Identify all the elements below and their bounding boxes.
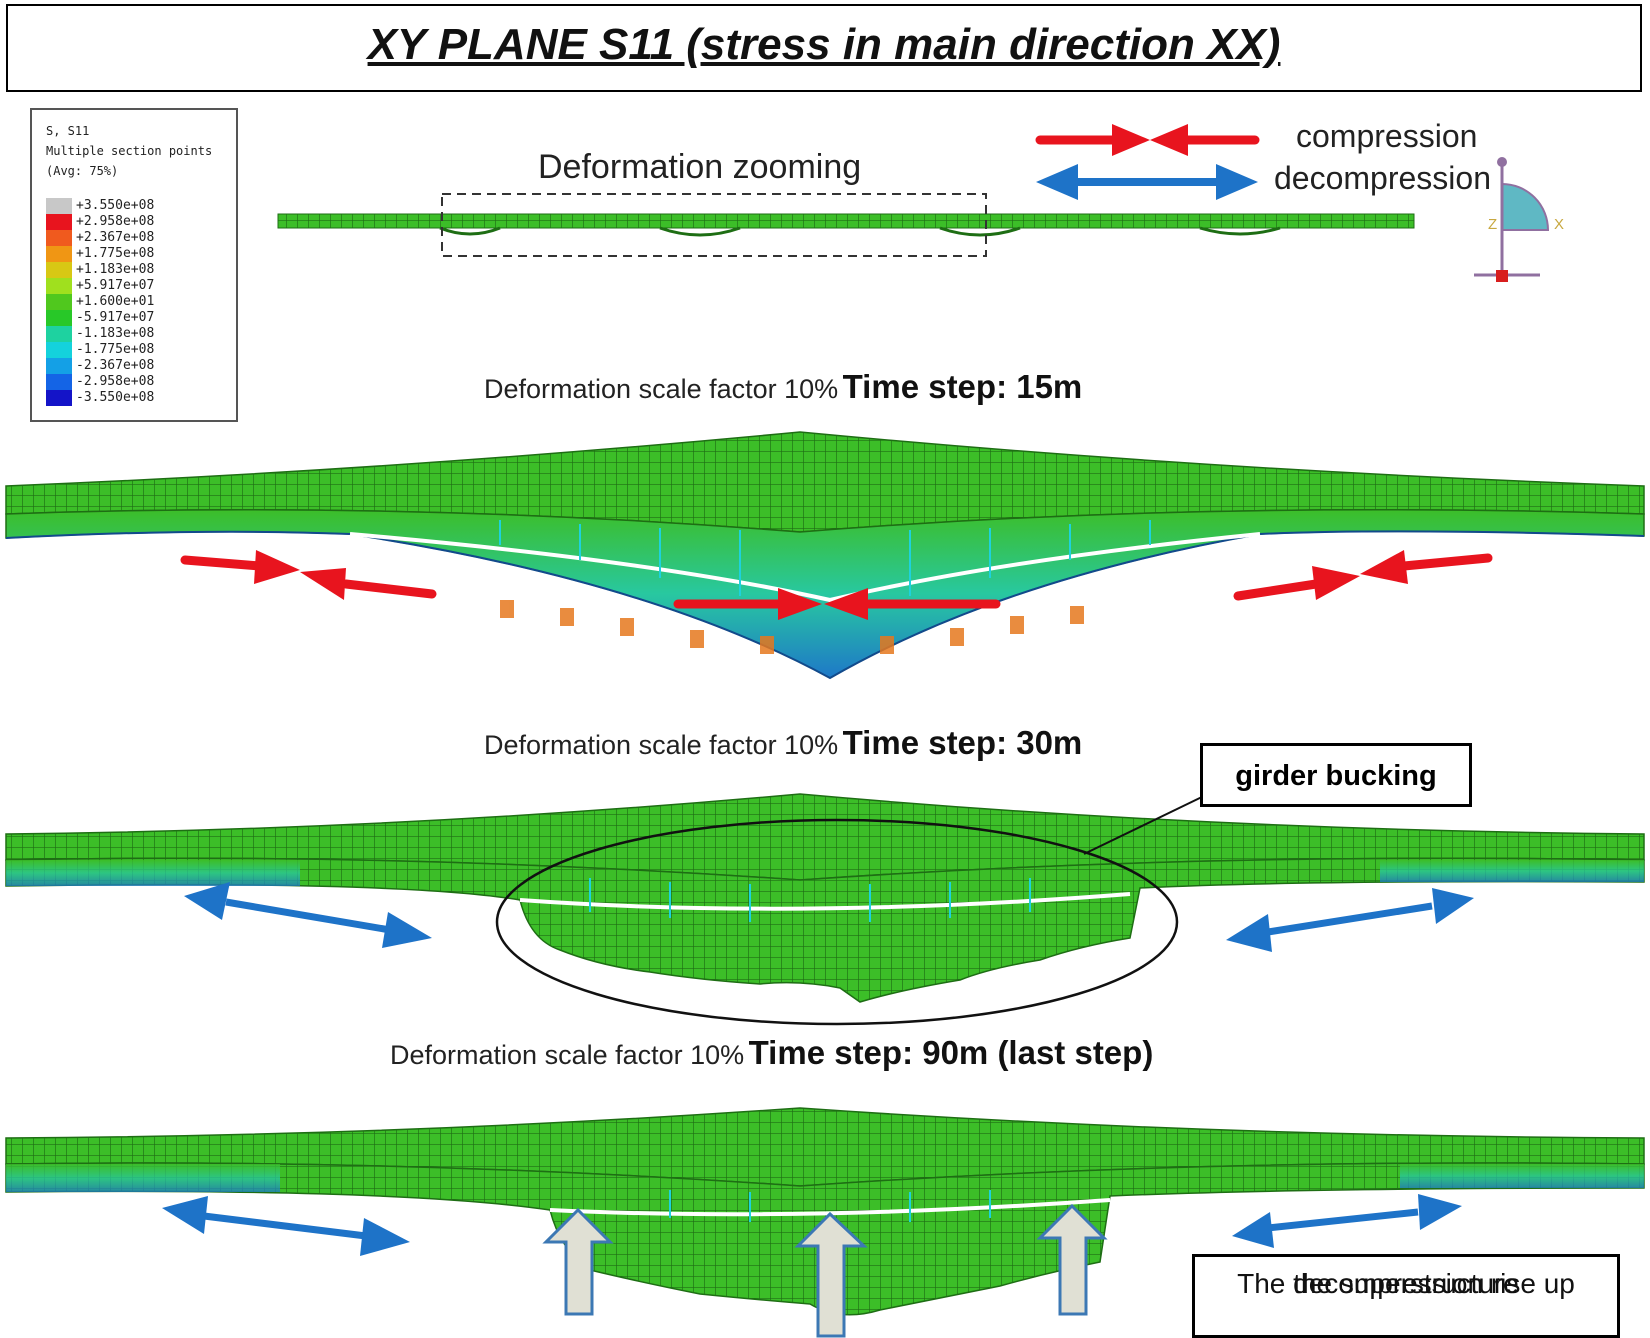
- legend-value: -5.917e+07: [76, 310, 155, 325]
- decompression-key-arrow: [1036, 164, 1258, 200]
- legend-swatch: [46, 294, 72, 310]
- rise-up-arrow: [794, 1211, 868, 1338]
- rise-up-arrow: [542, 1207, 614, 1316]
- legend-value: -3.550e+08: [76, 390, 155, 405]
- hanger-lines: [589, 878, 1031, 922]
- axis-z-label: Z: [1488, 216, 1498, 233]
- title-box: XY PLANE S11 (stress in main direction X…: [6, 4, 1642, 92]
- scale-factor-text: Deformation scale factor 10%: [390, 1040, 745, 1070]
- legend-swatch: [46, 262, 72, 278]
- compression-key-arrow: [1035, 124, 1260, 156]
- stress-hotspots: [500, 600, 1084, 654]
- decompression-arrows: [162, 1194, 1462, 1256]
- rise-callout-line2: the superstructure: [1293, 1268, 1519, 1299]
- legend-swatch: [46, 246, 72, 262]
- legend-swatch: [46, 326, 72, 342]
- girder-mesh: [5, 857, 1645, 1003]
- legend-value: +5.917e+07: [76, 278, 155, 293]
- legend-swatch: [46, 214, 72, 230]
- decompression-label: decompression: [1274, 160, 1491, 196]
- legend-value: +2.367e+08: [76, 230, 155, 245]
- girder-callout-text: girder bucking: [1235, 760, 1437, 792]
- legend-value: +3.550e+08: [76, 198, 155, 213]
- hanger-lines: [669, 1190, 991, 1222]
- legend-averaging: (Avg: 75%): [46, 164, 119, 178]
- decompression-arrows: [184, 882, 1474, 952]
- hanger-lines: [499, 520, 1151, 596]
- axis-x-label: X: [1554, 216, 1565, 233]
- page-title: XY PLANE S11 (stress in main direction X…: [367, 20, 1281, 69]
- compression-arrows: [180, 550, 1493, 620]
- scale-factor-text: Deformation scale factor 10%: [484, 730, 839, 760]
- legend-variable: S, S11: [46, 124, 90, 138]
- legend-swatch: [46, 342, 72, 358]
- step-caption-30m: Deformation scale factor 10% Time step: …: [484, 724, 1082, 762]
- time-step-text: Time step: 30m: [842, 724, 1083, 761]
- legend-value: -2.958e+08: [76, 374, 155, 389]
- legend-value: -1.183e+08: [76, 326, 155, 341]
- legend-value: +1.183e+08: [76, 262, 155, 277]
- legend-swatch: [46, 358, 72, 374]
- step-caption-15m: Deformation scale factor 10% Time step: …: [484, 368, 1082, 406]
- rise-arrows: [542, 1203, 1108, 1338]
- legend-swatch: [46, 310, 72, 326]
- legend-swatch: [46, 278, 72, 294]
- rise-callout: The decompression rise up the superstruc…: [1192, 1254, 1620, 1338]
- time-step-text: Time step: 90m (last step): [748, 1034, 1154, 1071]
- legend-color-bar: [46, 198, 72, 406]
- legend-swatch: [46, 230, 72, 246]
- compression-label: compression: [1296, 118, 1478, 154]
- girder-callout: girder bucking: [1200, 743, 1472, 807]
- buckling-ellipse: [495, 818, 1179, 1026]
- time-step-text: Time step: 15m: [842, 368, 1083, 405]
- panel-30m: [5, 793, 1645, 1026]
- rise-up-arrow: [1036, 1203, 1108, 1316]
- legend-value: +2.958e+08: [76, 214, 155, 229]
- girder-mesh: [5, 508, 1645, 679]
- legend-value: +1.600e+01: [76, 294, 155, 309]
- zoom-box: [441, 193, 987, 257]
- legend-swatch: [46, 198, 72, 214]
- legend-value: -2.367e+08: [76, 358, 155, 373]
- callout-leader: [1083, 794, 1207, 855]
- stress-legend: S, S11 Multiple section points (Avg: 75%…: [30, 108, 238, 422]
- rise-callout-line1: The decompression rise up: [1237, 1268, 1575, 1299]
- panel-90m: [5, 1107, 1645, 1338]
- zoom-label: Deformation zooming: [538, 148, 862, 186]
- legend-swatch: [46, 390, 72, 406]
- step-caption-90m: Deformation scale factor 10% Time step: …: [390, 1034, 1153, 1072]
- legend-value: +1.775e+08: [76, 246, 155, 261]
- legend-value-list: +3.550e+08 +2.958e+08 +2.367e+08 +1.775e…: [76, 198, 154, 406]
- panel-15m: [5, 431, 1645, 680]
- legend-value: -1.775e+08: [76, 342, 155, 357]
- axis-triad: [1474, 157, 1550, 282]
- scale-factor-text: Deformation scale factor 10%: [484, 374, 839, 404]
- legend-subtitle: Multiple section points: [46, 144, 213, 158]
- legend-swatch: [46, 374, 72, 390]
- rise-callout-text: The decompression rise up the superstruc…: [1199, 1261, 1613, 1299]
- overview-strip: [277, 193, 1415, 257]
